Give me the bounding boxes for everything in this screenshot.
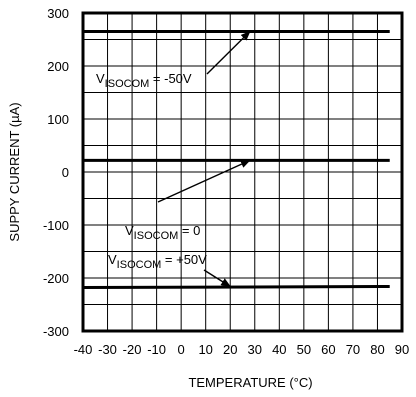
x-tick-label: 60 <box>321 342 335 357</box>
plot-frame <box>81 11 404 333</box>
annotation-arrow <box>206 30 251 75</box>
annotation-arrow <box>203 269 232 288</box>
x-tick-label: 10 <box>198 342 212 357</box>
annotation-1: VISOCOM = -50V <box>96 30 251 90</box>
annotation-label: VISOCOM = +50V <box>108 252 207 271</box>
x-tick-label: 20 <box>223 342 237 357</box>
x-tick-label: -40 <box>74 342 93 357</box>
series-group <box>82 30 390 290</box>
y-tick-label: -300 <box>43 324 69 339</box>
annotation-label: VISOCOM = -50V <box>96 71 192 90</box>
x-tick-label: 0 <box>178 342 185 357</box>
y-tick-label: -200 <box>43 271 69 286</box>
annotation-2: VISOCOM = 0 <box>125 159 251 242</box>
grid <box>83 13 402 331</box>
annotation-label: VISOCOM = 0 <box>125 223 200 242</box>
x-tick-label: 90 <box>395 342 409 357</box>
x-tick-label: 40 <box>272 342 286 357</box>
annotation-arrow <box>157 159 251 203</box>
series-line-3 <box>82 284 390 290</box>
x-tick-label: -30 <box>98 342 117 357</box>
annotation-3: VISOCOM = +50V <box>108 252 232 288</box>
y-tick-label: 0 <box>62 165 69 180</box>
y-tick-label: -100 <box>43 218 69 233</box>
x-tick-label: -20 <box>123 342 142 357</box>
annotation-group: VISOCOM = -50V VISOCOM = 0 VISOCOM = +50V <box>96 30 251 288</box>
x-tick-label: 70 <box>346 342 360 357</box>
y-tick-label: 300 <box>47 6 69 21</box>
x-tick-label: 80 <box>370 342 384 357</box>
y-tick-label: 100 <box>47 112 69 127</box>
x-tick-label: 30 <box>248 342 262 357</box>
y-axis-title: SUPPY CURRENT (µA) <box>7 102 22 241</box>
x-tick-label: -10 <box>147 342 166 357</box>
x-tick-label: 50 <box>297 342 311 357</box>
x-axis-title: TEMPERATURE (°C) <box>188 375 312 390</box>
y-tick-label: 200 <box>47 59 69 74</box>
